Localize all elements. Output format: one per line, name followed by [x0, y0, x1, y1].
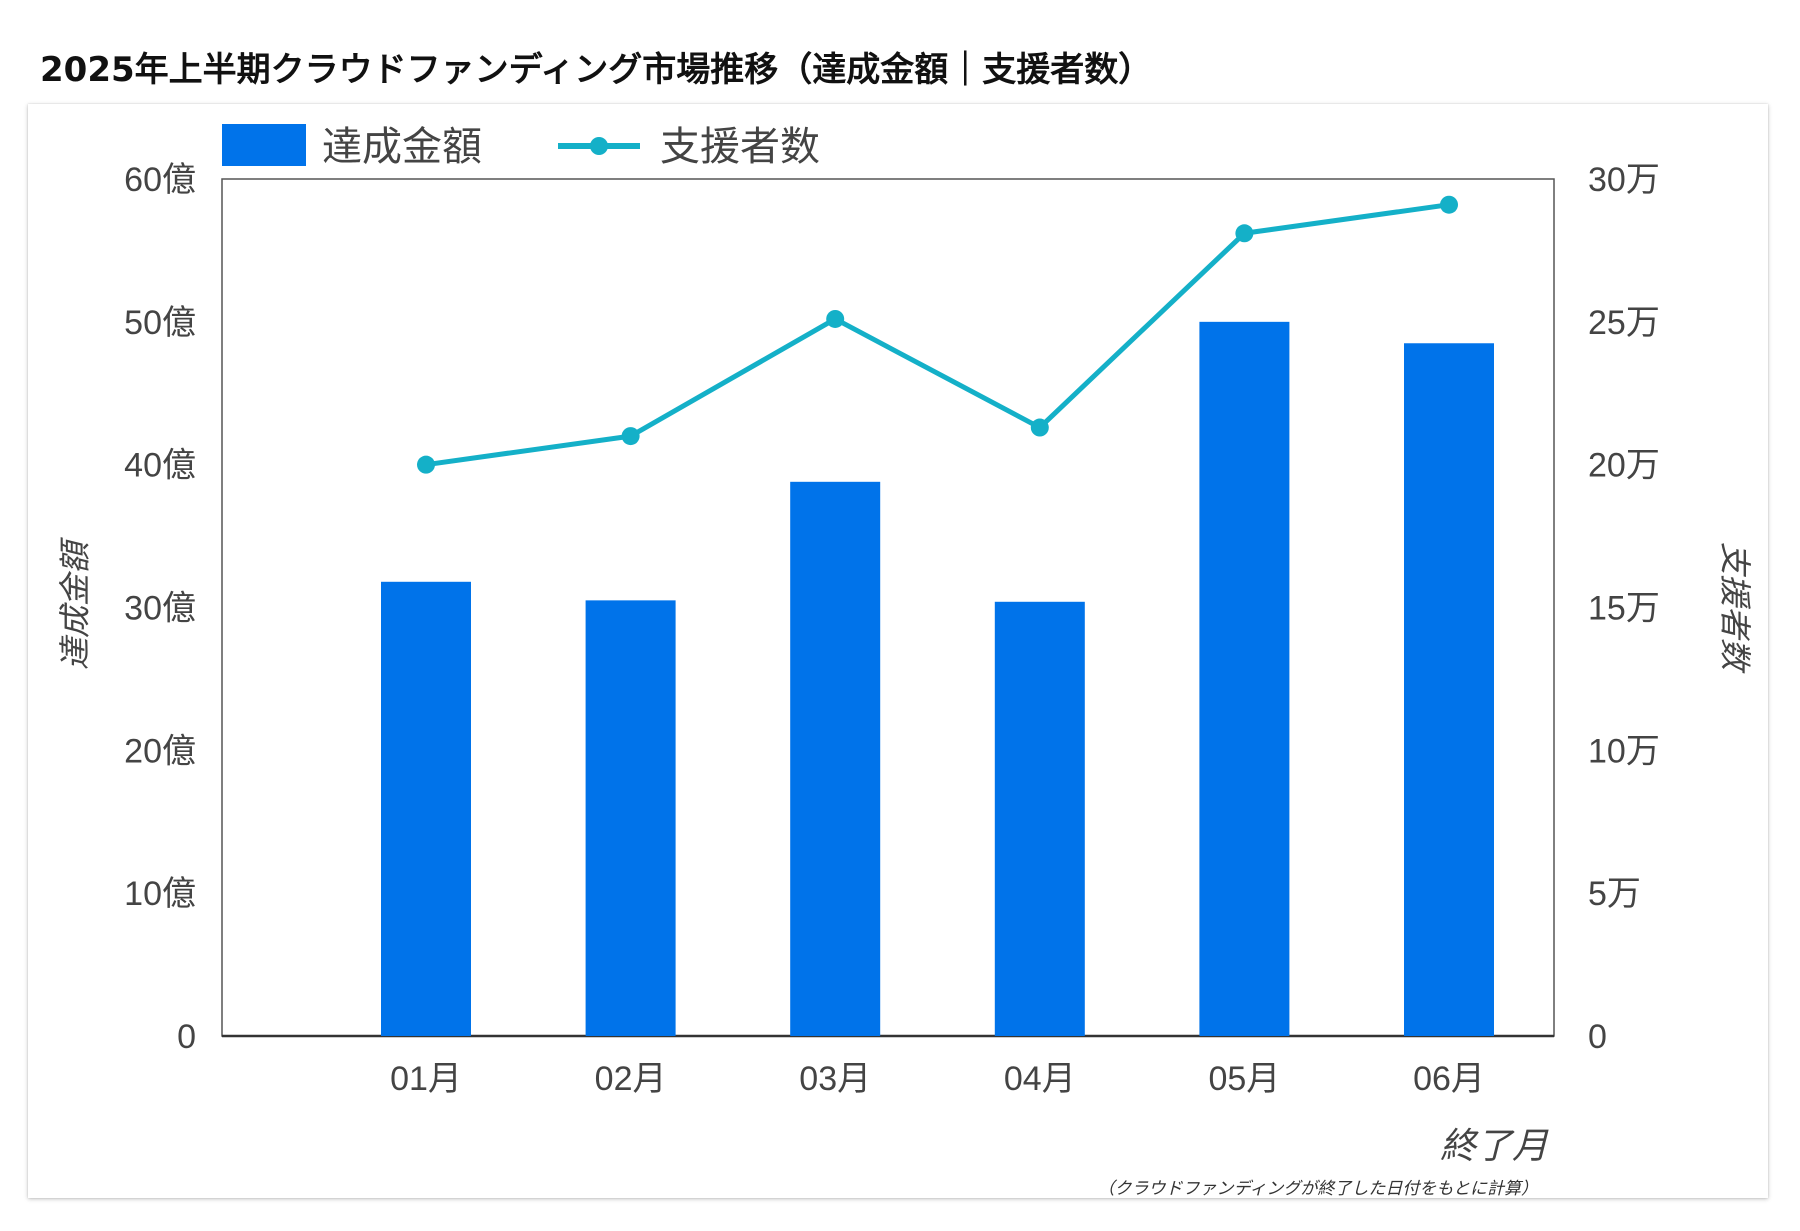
line-point — [1030, 418, 1049, 437]
y-right-tick-label: 30万 — [1588, 161, 1660, 199]
x-tick-label: 05月 — [1208, 1060, 1280, 1098]
bar — [1404, 343, 1494, 1037]
y-left-tick-label: 60億 — [124, 161, 196, 199]
x-tick-label: 04月 — [1004, 1060, 1076, 1098]
bar — [1199, 321, 1290, 1036]
x-tick-label: 01月 — [390, 1060, 462, 1098]
line-point — [1235, 224, 1254, 243]
y-left-tick-label: 30億 — [124, 590, 196, 628]
line-point — [1440, 195, 1458, 214]
y-right-tick-label: 20万 — [1588, 447, 1660, 485]
y-right-tick-label: 10万 — [1588, 732, 1660, 770]
legend-line-label: 支援者数 — [660, 124, 820, 170]
bar — [381, 581, 471, 1036]
y-left-tick-label: 0 — [177, 1018, 196, 1056]
y-left-tick-label: 50億 — [124, 304, 196, 342]
line-point — [826, 309, 845, 328]
legend: 達成金額 支援者数 — [222, 124, 820, 170]
line-point — [621, 427, 640, 446]
legend-bar-label: 達成金額 — [322, 124, 482, 170]
x-tick-label: 06月 — [1413, 1060, 1485, 1098]
y-left-tick-label: 10億 — [124, 875, 196, 913]
bar — [790, 481, 881, 1037]
page-title: 2025年上半期クラウドファンディング市場推移（達成金額｜支援者数） — [40, 50, 1153, 90]
legend-bar-swatch — [222, 124, 306, 166]
y-right-axis-title: 支援者数 — [1716, 542, 1754, 674]
legend-line-marker — [590, 137, 608, 155]
y-right-tick-label: 5万 — [1588, 875, 1641, 913]
y-right-tick-label: 0 — [1588, 1018, 1607, 1056]
footnote: （クラウドファンディングが終了した日付をもとに計算） — [1098, 1179, 1538, 1199]
y-right-tick-label: 25万 — [1588, 304, 1660, 342]
bar — [585, 600, 676, 1036]
line-point — [417, 455, 435, 474]
y-left-axis-title: 達成金額 — [56, 537, 94, 670]
x-axis-title: 終了月 — [1440, 1126, 1549, 1167]
x-tick-label: 03月 — [799, 1060, 871, 1098]
bar — [994, 601, 1085, 1036]
y-right-tick-label: 15万 — [1588, 590, 1660, 628]
y-left-tick-label: 20億 — [124, 732, 196, 770]
x-tick-label: 02月 — [595, 1060, 667, 1098]
y-left-tick-label: 40億 — [124, 447, 196, 485]
series-line — [425, 202, 1450, 468]
